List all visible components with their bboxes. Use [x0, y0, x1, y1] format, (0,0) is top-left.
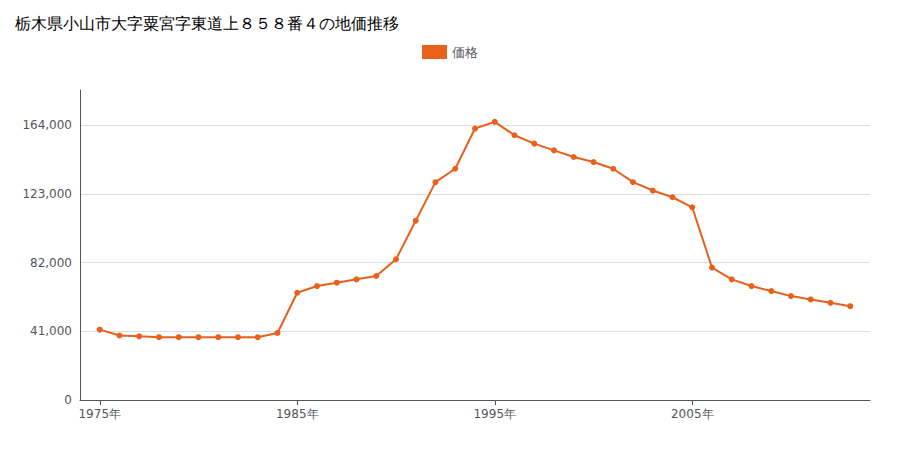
svg-text:82,000: 82,000	[30, 256, 72, 270]
svg-text:164,000: 164,000	[22, 118, 72, 132]
svg-text:123,000: 123,000	[22, 187, 72, 201]
svg-text:41,000: 41,000	[30, 324, 72, 338]
svg-text:0: 0	[64, 393, 72, 407]
svg-text:1995年: 1995年	[473, 407, 516, 421]
svg-text:1975年: 1975年	[78, 407, 121, 421]
svg-text:栃木県小山市大字粟宮字東道上８５８番４の地価推移: 栃木県小山市大字粟宮字東道上８５８番４の地価推移	[15, 14, 399, 33]
svg-text:2005年: 2005年	[671, 407, 714, 421]
svg-text:価格: 価格	[452, 45, 478, 60]
svg-text:1985年: 1985年	[276, 407, 319, 421]
